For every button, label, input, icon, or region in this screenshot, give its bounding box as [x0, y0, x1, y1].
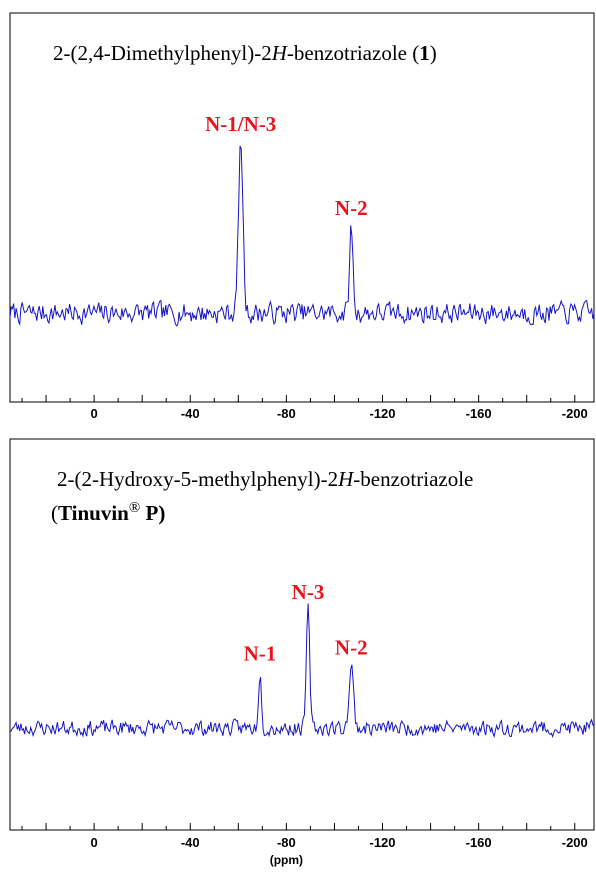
peak-label-n-1: N-1: [244, 642, 277, 666]
chart-title: 2-(2-Hydroxy-5-methylphenyl)-2H-benzotri…: [57, 467, 473, 491]
spectrum-panel-1: 2-(2,4-Dimethylphenyl)-2H-benzotriazole …: [9, 12, 595, 421]
peak-label-n-2: N-2: [335, 636, 368, 660]
x-tick-label: -200: [562, 835, 588, 850]
x-tick-label: -40: [181, 835, 200, 850]
spectrum-trace: [9, 603, 595, 739]
x-tick-label: 0: [90, 406, 97, 421]
chart-title-line2: (Tinuvin® P): [51, 500, 165, 525]
peak-label-n-2: N-2: [335, 196, 368, 220]
peak-label-n-1-n-3: N-1/N-3: [205, 112, 276, 136]
x-tick-label: 0: [90, 835, 97, 850]
x-tick-label: -120: [369, 406, 395, 421]
x-tick-label: -200: [562, 406, 588, 421]
x-tick-label: -120: [369, 835, 395, 850]
x-tick-label: -80: [277, 835, 296, 850]
x-tick-label: -80: [277, 406, 296, 421]
x-tick-label: -160: [466, 406, 492, 421]
peak-label-n-3: N-3: [292, 580, 325, 604]
spectrum-panel-2: 2-(2-Hydroxy-5-methylphenyl)-2H-benzotri…: [9, 438, 595, 867]
x-tick-label: -40: [181, 406, 200, 421]
x-tick-label: -160: [466, 835, 492, 850]
chart-title: 2-(2,4-Dimethylphenyl)-2H-benzotriazole …: [53, 41, 437, 65]
plot-frame: [9, 12, 595, 403]
spectrum-trace: [9, 145, 595, 327]
x-axis-title: (ppm): [270, 853, 303, 867]
plot-frame: [9, 438, 595, 831]
